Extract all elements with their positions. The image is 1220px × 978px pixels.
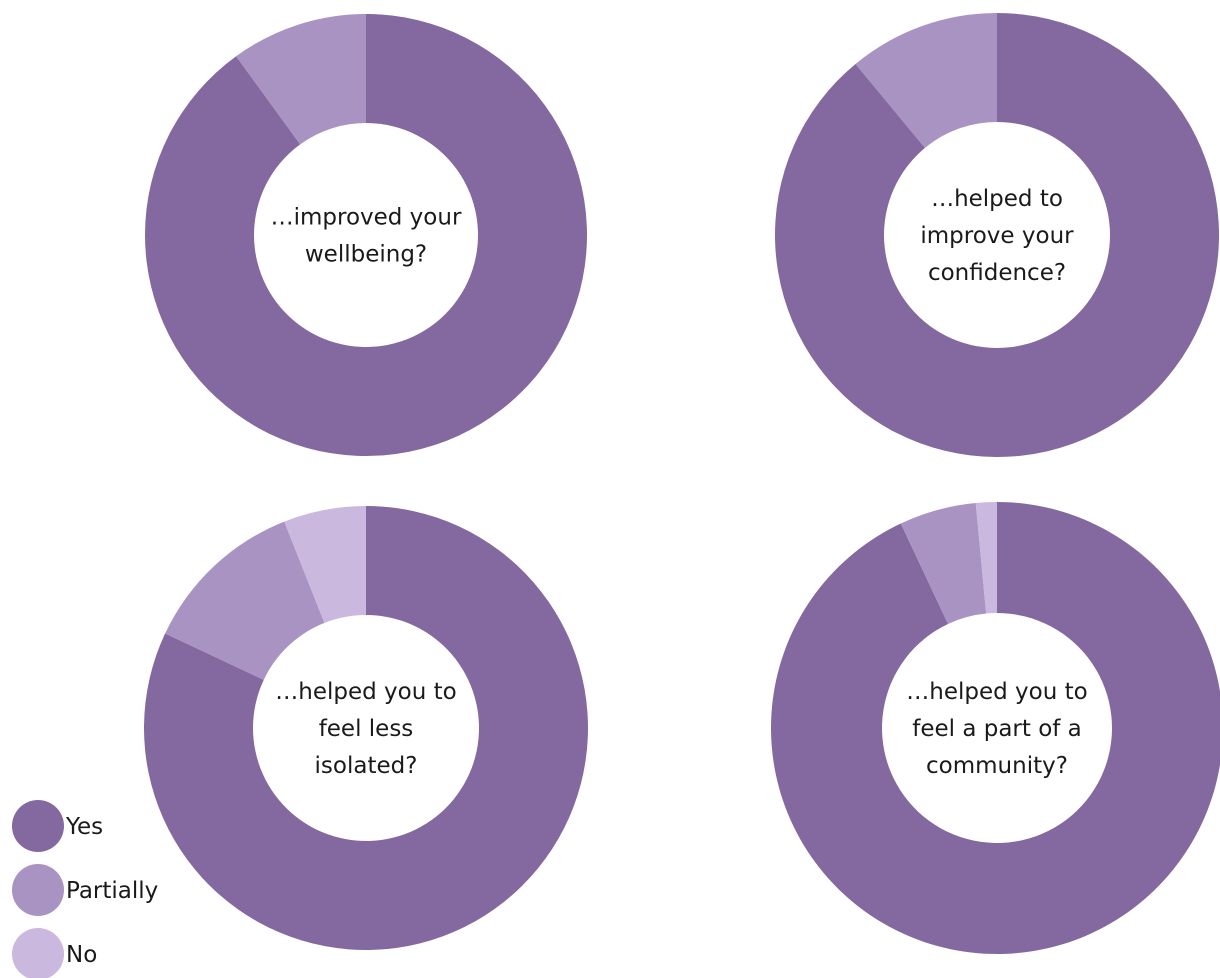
slice-no: [975, 502, 997, 614]
chart-3-center-label-line: isolated?: [315, 753, 418, 779]
legend: Yes Partially No: [12, 800, 158, 978]
chart-4-center-label-line: community?: [926, 753, 1068, 779]
slice-partially: [855, 13, 997, 148]
donut-chart-4: …helped you to feel a part of a community?: [771, 502, 1220, 954]
chart-1-center-label-line: …improved your: [271, 205, 462, 231]
slice-partially: [236, 14, 366, 145]
chart-1-center-label-line: wellbeing?: [305, 242, 427, 268]
charts-layer: …improved your wellbeing? …helped to improv…: [144, 12, 1220, 954]
legend-swatch-no: [12, 928, 64, 978]
donut-chart-3: …helped you to feel less isolated?: [144, 506, 588, 950]
chart-3-center-label-line: …helped you to: [275, 679, 456, 705]
legend-label-no: No: [66, 942, 97, 968]
chart-4-center-label-line: feel a part of a: [912, 716, 1082, 742]
donut-chart-1: …improved your wellbeing?: [144, 14, 587, 456]
donut-chart-2: …helped to improve your confidence?: [775, 12, 1220, 457]
legend-label-yes: Yes: [65, 814, 103, 840]
slice-yes: [144, 14, 587, 456]
slice-yes: [144, 506, 588, 950]
legend-swatch-yes: [12, 800, 64, 852]
chart-2-center-label-line: improve your: [920, 223, 1074, 249]
legend-label-partially: Partially: [66, 878, 158, 904]
slice-partially: [165, 521, 325, 680]
slice-partially: [900, 503, 987, 624]
chart-2-center-label-line: …helped to: [931, 186, 1063, 212]
chart-4-center-label-line: …helped you to: [906, 679, 1087, 705]
slice-yes: [775, 12, 1220, 457]
chart-3-center-label-line: feel less: [319, 716, 414, 742]
slice-yes: [771, 502, 1220, 954]
legend-swatch-partially: [12, 864, 64, 916]
slice-no: [284, 506, 366, 623]
chart-2-center-label-line: confidence?: [928, 260, 1066, 286]
